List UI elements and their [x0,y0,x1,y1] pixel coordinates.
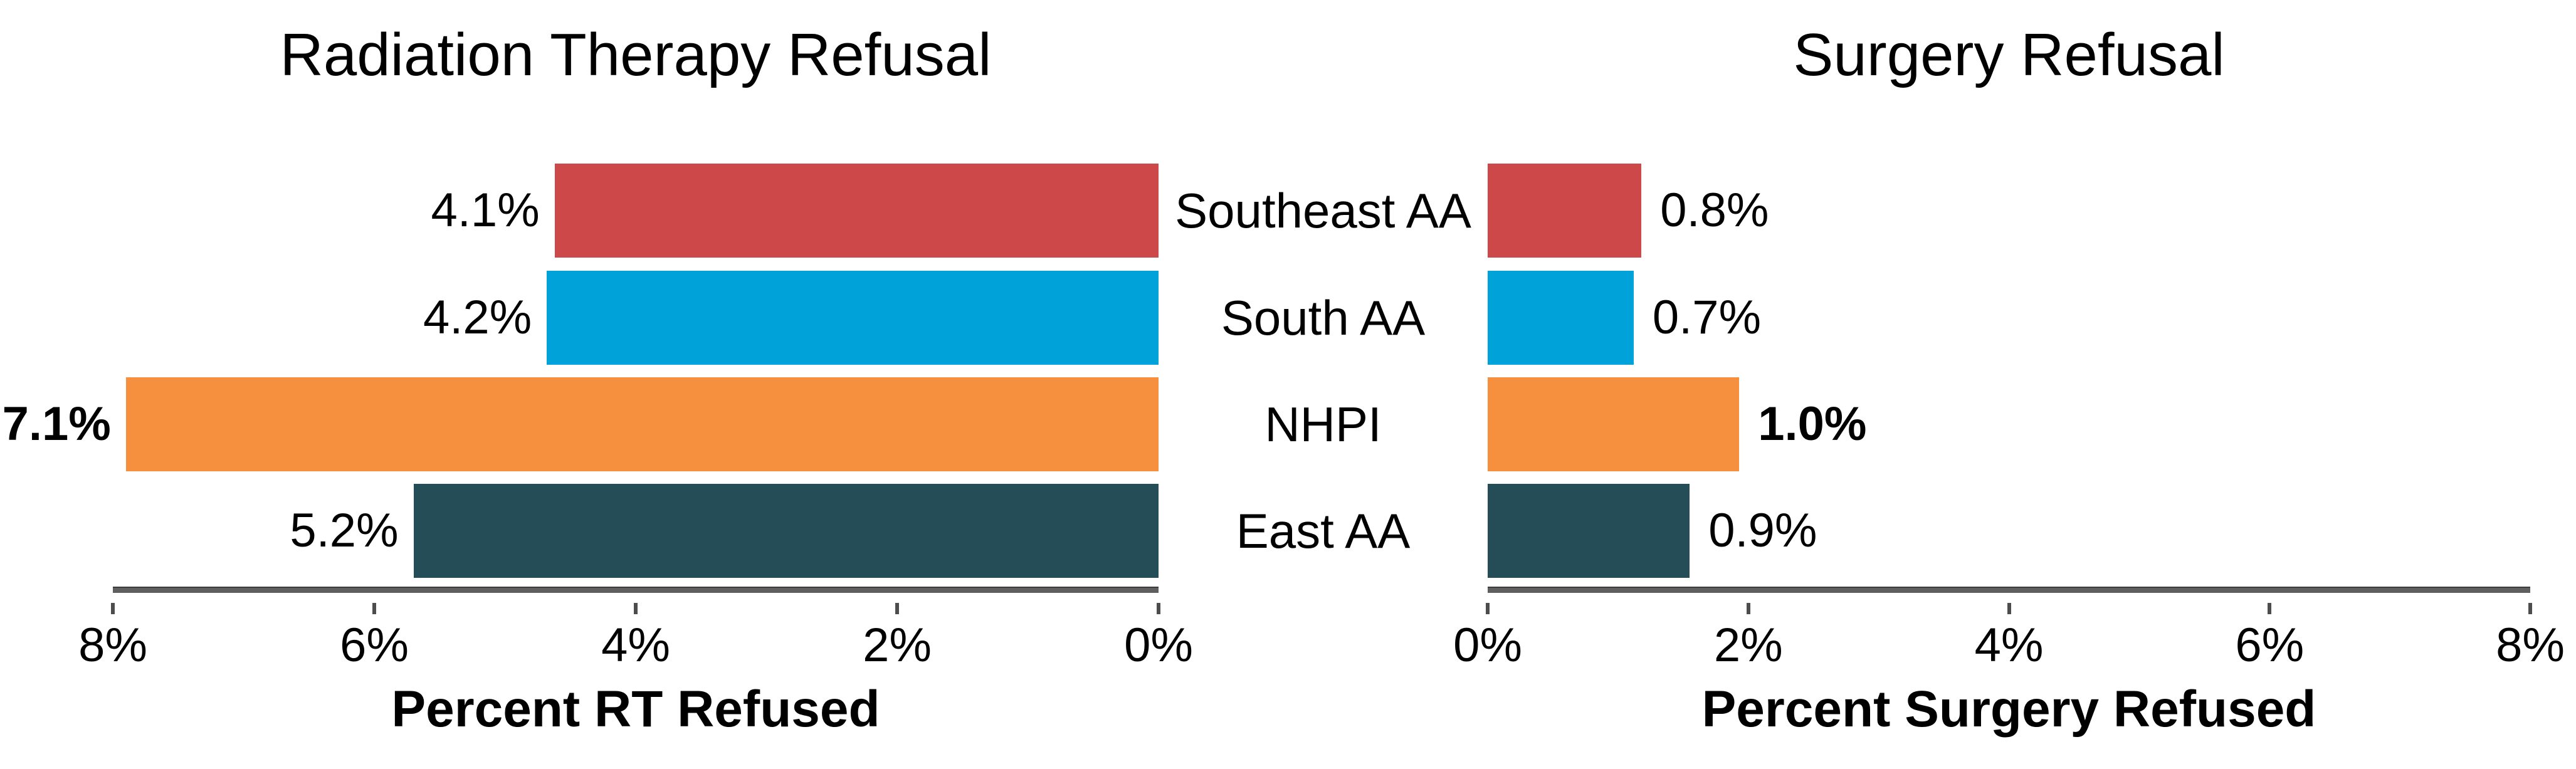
bar-nhpi [1488,377,1740,471]
value-label: 0.8% [1660,184,1769,237]
category-label-southeast-aa: Southeast AA [1175,183,1471,238]
bar-southeast-aa [554,164,1159,258]
value-label: 4.1% [431,184,540,237]
left-chart-title: Radiation Therapy Refusal [280,21,992,88]
left-x-axis-title: Percent RT Refused [391,681,880,738]
bar-row-nhpi: 7.1% [3,377,1159,471]
bar-east-aa [413,484,1159,578]
axis-tick-label: 6% [2235,619,2305,672]
bar-row-nhpi: 1.0% [1488,377,2530,471]
value-label: 0.9% [1708,504,1817,557]
category-label-south-aa: South AA [1221,290,1426,345]
axis-tick [1157,603,1160,614]
axis-tick [372,603,376,614]
bar-east-aa [1488,484,1690,578]
bar-row-south-aa: 4.2% [113,271,1159,365]
bar-nhpi [125,377,1159,471]
axis-tick [111,603,115,614]
left-x-axis-line [113,587,1159,593]
axis-tick-label: 8% [2496,619,2565,672]
axis-tick-label: 2% [863,619,932,672]
left-plot-area: 4.1% 4.2% 7.1% 5.2% 8% 6% 4% 2% 0% [3,0,1193,769]
axis-tick-label: 0% [1453,619,1522,672]
bar-row-south-aa: 0.7% [1488,271,2530,365]
bar-southeast-aa [1488,164,1642,258]
bar-row-southeast-aa: 0.8% [1488,164,2530,258]
axis-tick-label: 8% [78,619,147,672]
axis-tick-label: 6% [340,619,409,672]
right-plot-area: 0.8% 0.7% 1.0% 0.9% 0% 2% 4% 6% 8% [1453,0,2565,769]
bar-row-southeast-aa: 4.1% [113,164,1159,258]
axis-tick-label: 0% [1124,619,1193,672]
axis-tick [2007,603,2011,614]
axis-tick-label: 4% [601,619,670,672]
bar-south-aa [547,271,1159,365]
category-label-nhpi: NHPI [1264,397,1382,452]
value-label: 4.2% [423,291,532,344]
value-label: 5.2% [290,504,399,557]
axis-tick-label: 4% [1974,619,2044,672]
bar-south-aa [1488,271,1634,365]
bar-row-east-aa: 5.2% [113,484,1159,578]
right-chart-title: Surgery Refusal [1793,21,2225,88]
axis-tick [1746,603,1750,614]
value-label: 0.7% [1652,291,1762,344]
value-label: 7.1% [2,397,111,451]
axis-tick [1486,603,1490,614]
axis-tick [895,603,899,614]
right-x-axis-title: Percent Surgery Refused [1701,681,2316,738]
category-labels-column: Southeast AA South AA NHPI East AA [1159,0,1488,769]
axis-tick-label: 2% [1713,619,1783,672]
axis-tick [2268,603,2272,614]
axis-tick [2528,603,2532,614]
right-x-axis-line [1488,587,2530,593]
value-label: 1.0% [1758,397,1867,451]
bar-row-east-aa: 0.9% [1488,484,2530,578]
axis-tick [634,603,638,614]
category-label-east-aa: East AA [1236,503,1411,558]
